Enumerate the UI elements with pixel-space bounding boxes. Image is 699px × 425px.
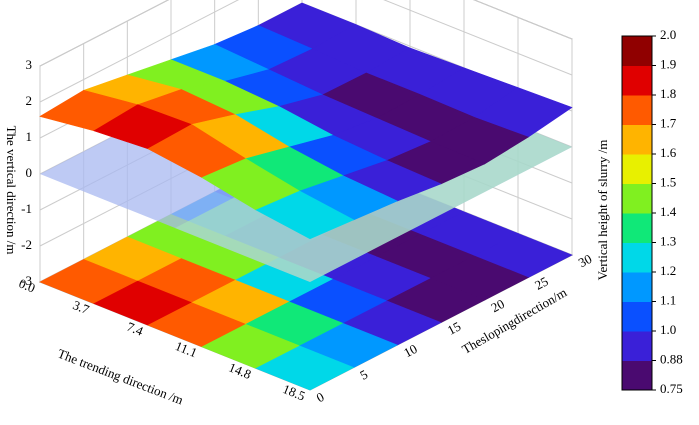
colorbar-tick-label: 1.0 bbox=[660, 322, 676, 337]
y-tick-label: 10 bbox=[401, 341, 420, 360]
y-tick-label: 20 bbox=[488, 296, 507, 315]
colorbar-tick-label: 0.88 bbox=[660, 351, 683, 366]
colorbar-band bbox=[622, 95, 652, 125]
colorbar-title: Vertical height of slurry /m bbox=[595, 140, 610, 281]
colorbar-band bbox=[622, 331, 652, 361]
z-tick-label: -2 bbox=[21, 237, 32, 252]
z-tick-label: 0 bbox=[26, 165, 33, 180]
colorbar-band bbox=[622, 242, 652, 273]
colorbar-tick-label: 1.2 bbox=[660, 263, 676, 278]
z-tick-label: 1 bbox=[26, 129, 33, 144]
colorbar-tick-label: 1.7 bbox=[660, 115, 677, 130]
colorbar-band bbox=[622, 36, 652, 66]
z-tick-label: 3 bbox=[26, 57, 33, 72]
colorbar-tick-label: 1.4 bbox=[660, 204, 677, 219]
surface-cell bbox=[255, 190, 355, 240]
colorbar-band bbox=[622, 272, 652, 302]
x-axis-title: The trending direction /m bbox=[56, 346, 186, 408]
colorbar-band bbox=[622, 124, 652, 155]
colorbar-tick-label: 2.0 bbox=[660, 27, 676, 42]
colorbar-tick-label: 1.8 bbox=[660, 86, 676, 101]
x-tick-label: 0.0 bbox=[17, 276, 38, 296]
floor-projection bbox=[255, 345, 355, 391]
y-tick-label: 5 bbox=[357, 366, 370, 382]
colorbar-band bbox=[622, 360, 652, 391]
y-tick-label: 0 bbox=[314, 389, 327, 405]
x-tick-label: 3.7 bbox=[71, 297, 92, 317]
colorbar-band bbox=[622, 65, 652, 96]
colorbar-tick-label: 1.9 bbox=[660, 56, 676, 71]
colorbar-band bbox=[622, 154, 652, 184]
z-tick-label: -1 bbox=[21, 201, 32, 216]
y-tick-label: 30 bbox=[576, 251, 595, 270]
colorbar-tick-label: 1.3 bbox=[660, 233, 676, 248]
colorbar-band bbox=[622, 301, 652, 332]
z-axis-title: The vertical direction /m bbox=[4, 126, 19, 255]
colorbar-band bbox=[622, 183, 652, 214]
colorbar-band bbox=[622, 213, 652, 243]
y-tick-label: 25 bbox=[532, 273, 551, 292]
colorbar-tick-label: 0.75 bbox=[660, 381, 683, 396]
z-tick-label: -3 bbox=[21, 273, 32, 288]
z-tick-label: 2 bbox=[26, 93, 33, 108]
y-tick-label: 15 bbox=[445, 318, 464, 337]
x-tick-label: 7.4 bbox=[125, 319, 146, 339]
colorbar-tick-label: 1.5 bbox=[660, 174, 676, 189]
colorbar-tick-label: 1.1 bbox=[660, 292, 676, 307]
colorbar-tick-label: 1.6 bbox=[660, 145, 677, 160]
